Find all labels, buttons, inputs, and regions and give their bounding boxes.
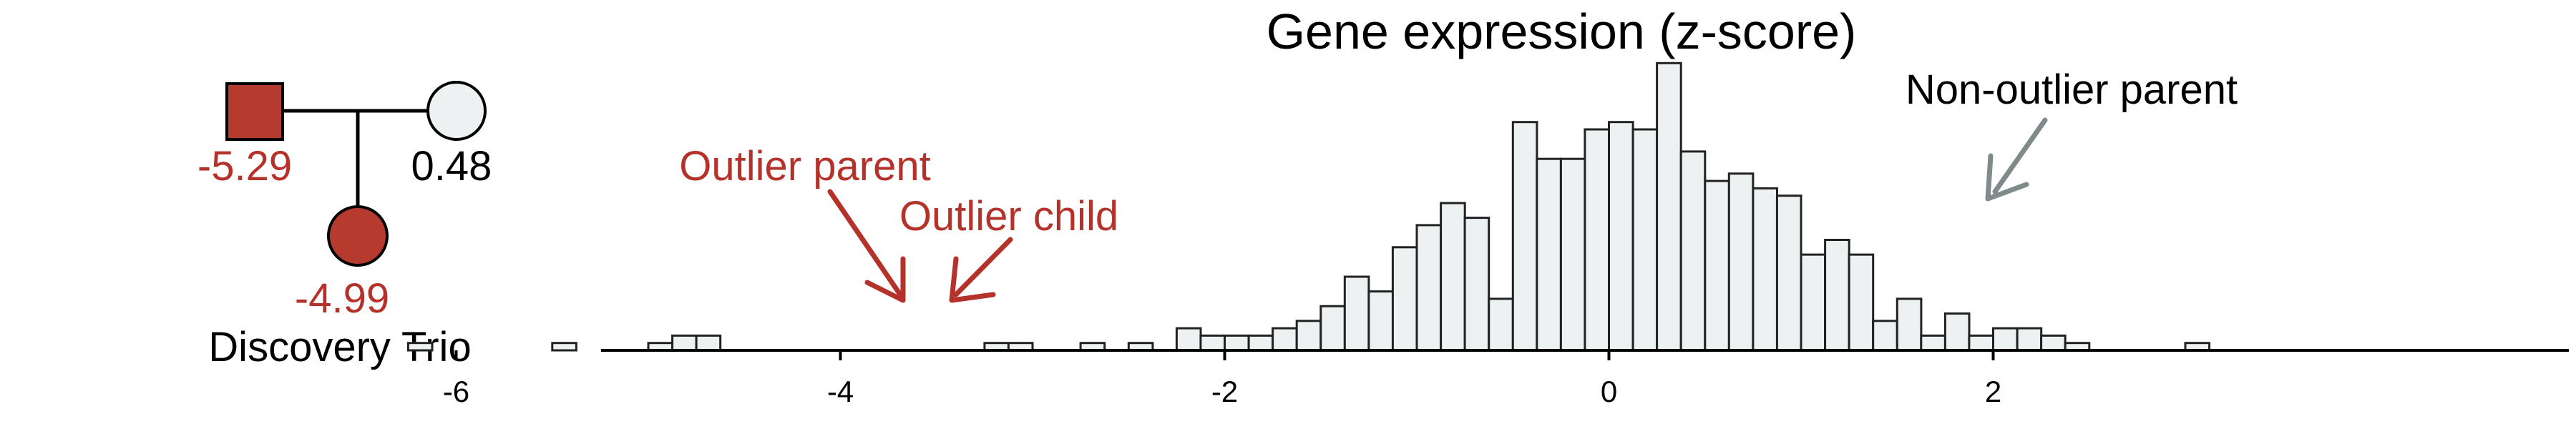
histogram-bar [1608, 121, 1634, 352]
histogram-bar [1511, 121, 1538, 352]
histogram-bar [2040, 334, 2067, 352]
histogram-bar [1872, 320, 1898, 352]
non-outlier-parent-label: Non-outlier parent [1906, 66, 2238, 113]
histogram-bar [1800, 253, 1827, 352]
histogram-bar [1656, 61, 1682, 352]
histogram-bar [1319, 305, 1346, 352]
child-circle [327, 205, 389, 267]
histogram-bar [1247, 334, 1274, 352]
x-tick-label: 0 [1601, 375, 1617, 408]
outlier-child-label: Outlier child [899, 193, 1118, 240]
histogram-bar [1224, 334, 1250, 352]
histogram-bar [1199, 334, 1226, 352]
mother-circle [426, 81, 487, 141]
histogram-bar [1488, 297, 1514, 352]
histogram-bar [1391, 246, 1418, 352]
histogram-bar [1295, 320, 1322, 352]
histogram-bar [1631, 128, 1659, 352]
histogram-bar [1584, 128, 1610, 352]
histogram-bar [1367, 290, 1395, 352]
histogram-bar [406, 342, 434, 352]
histogram-bar [1992, 327, 2019, 352]
non-outlier-parent-arrow [1985, 117, 2048, 202]
histogram-bar [1752, 187, 1778, 352]
outlier-child-arrow [949, 237, 1013, 303]
father-square [225, 82, 284, 141]
histogram-bar [1175, 327, 1202, 352]
x-axis-ticks: -6 -4 -2 0 2 [443, 350, 2001, 408]
histogram-bar [671, 334, 698, 352]
x-tick-label: -4 [827, 375, 854, 408]
father-value: -5.29 [197, 143, 292, 189]
outlier-parent-label: Outlier parent [679, 143, 930, 189]
histogram-bar [1896, 297, 1923, 352]
histogram-bar [1679, 150, 1707, 352]
chart-title: Gene expression (z-score) [1267, 4, 1857, 59]
histogram-bar [2016, 327, 2043, 352]
histogram-bar [1463, 217, 1491, 352]
histogram-bar [1272, 327, 1298, 352]
histogram-bar [1440, 202, 1466, 352]
outlier-parent-arrow [827, 189, 906, 303]
histogram-bars [406, 61, 2211, 352]
histogram-bar [1343, 275, 1370, 352]
pedigree: -5.29 0.48 -4.99 Discovery Trio [197, 81, 492, 370]
histogram-bar [1943, 312, 1971, 352]
histogram-bar [1920, 334, 1946, 352]
histogram-bar [1848, 253, 1875, 352]
x-tick-label: 2 [1985, 375, 2001, 408]
x-tick-label: -6 [443, 375, 469, 408]
histogram-bar [1704, 179, 1730, 352]
histogram-bar [551, 342, 577, 352]
histogram-bar [1559, 157, 1586, 352]
histogram-bar [1968, 334, 1994, 352]
histogram-bar [1824, 239, 1850, 352]
histogram-bar [1536, 157, 1562, 352]
histogram-bar [1727, 172, 1755, 352]
histogram: Gene expression (z-score) -6 -4 -2 0 2 Outli… [406, 4, 2569, 408]
mother-value: 0.48 [411, 143, 492, 189]
histogram-bar [1415, 224, 1443, 352]
histogram-bar [695, 334, 722, 352]
x-tick-label: -2 [1211, 375, 1238, 408]
histogram-bar [1775, 194, 1802, 352]
child-value: -4.99 [295, 275, 389, 322]
